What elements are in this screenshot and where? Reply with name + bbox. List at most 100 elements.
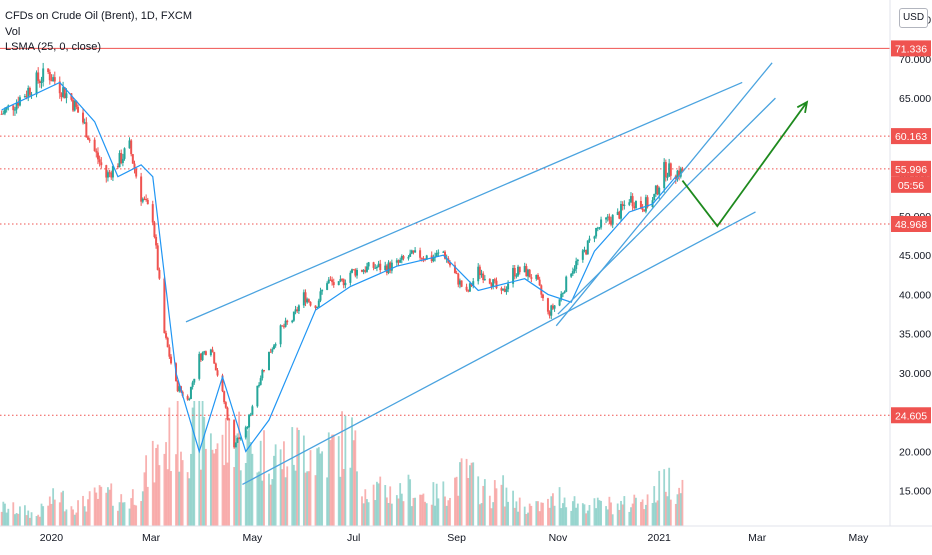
candle-body (395, 260, 398, 263)
volume-bar (274, 444, 277, 526)
volume-bar (608, 496, 611, 526)
volume-bar (178, 471, 181, 526)
volume-bar (98, 485, 101, 526)
candle-body (58, 81, 61, 94)
volume-bar (176, 401, 179, 526)
volume-bar (47, 505, 50, 526)
candle-body (583, 249, 586, 251)
candle-body (259, 378, 262, 385)
volume-bar (65, 509, 68, 526)
candle-body (425, 255, 428, 260)
volume-bar (420, 494, 423, 526)
volume-bar (377, 483, 380, 526)
x-tick-label: Sep (447, 532, 466, 544)
volume-bar (395, 495, 398, 526)
volume-bar (351, 417, 353, 526)
candle-body (560, 293, 563, 300)
candle-body (213, 352, 216, 364)
volume-bar (261, 480, 264, 526)
volume-bar (366, 499, 368, 526)
candle-body (332, 282, 335, 286)
volume-bar (435, 483, 438, 526)
volume-bar (414, 497, 417, 526)
candle-body (453, 265, 456, 274)
volume-bar (273, 455, 275, 526)
volume-bar (424, 501, 426, 526)
candle-body (98, 159, 101, 163)
volume-bar (465, 458, 468, 526)
candle-body (465, 286, 468, 291)
candle-body (548, 311, 551, 316)
symbol-title[interactable]: CFDs on Crude Oil (Brent), 1D, FXCM (5, 10, 193, 22)
trendline-drawings (185, 62, 809, 485)
candle-body (571, 271, 574, 274)
volume-bar (367, 502, 370, 526)
candle-body (541, 294, 544, 299)
candle-body (623, 204, 626, 206)
volume-bar (19, 506, 21, 526)
volume-bar (5, 512, 8, 526)
volume-bar (651, 502, 654, 526)
countdown-label-box (891, 176, 931, 193)
candle-body (256, 385, 259, 407)
channel-lower-line (242, 211, 756, 485)
candle-body (641, 208, 644, 211)
volume-bar (656, 500, 659, 526)
candle-body (331, 279, 334, 283)
candle-body (364, 270, 367, 272)
volume-bar (141, 491, 144, 526)
volume-bar (53, 499, 56, 526)
candle-body (518, 266, 521, 273)
candle-body (360, 269, 363, 272)
volume-indicator-label[interactable]: Vol (5, 25, 21, 38)
volume-bar (70, 506, 73, 526)
candle-body (553, 305, 556, 309)
volume-bar (570, 510, 573, 526)
volume-bar (146, 486, 149, 526)
candle-body (527, 269, 530, 277)
volume-bar (52, 488, 55, 526)
volume-bar (302, 435, 305, 526)
candle-body (314, 305, 317, 308)
x-tick-label: Mar (142, 532, 161, 544)
volume-bar (14, 514, 16, 526)
volume-bar (165, 442, 167, 526)
volume-bar (600, 500, 602, 526)
candle-body (317, 300, 320, 308)
candle-body (267, 351, 270, 371)
volume-bar (58, 502, 61, 526)
volume-bar (233, 467, 236, 526)
volume-bar (4, 503, 6, 526)
candle-body (307, 299, 310, 302)
candle-body (525, 266, 528, 277)
candle-body (455, 273, 458, 275)
candle-body (191, 382, 194, 387)
volume-bar (284, 477, 287, 526)
volume-bar (658, 470, 661, 526)
volume-bar (643, 509, 646, 526)
candle-body (397, 260, 400, 263)
x-tick-label: 2020 (40, 532, 64, 544)
x-tick-label: Nov (549, 532, 568, 544)
candle-body (575, 261, 578, 270)
candle-body (209, 349, 212, 356)
volume-bar (623, 496, 626, 526)
volume-bar (112, 505, 114, 526)
candle-body (523, 266, 526, 273)
volume-bar (30, 512, 33, 526)
candle-body (480, 273, 483, 276)
candle-body (337, 281, 340, 286)
lsma-line (1, 81, 677, 454)
volume-bar (669, 499, 672, 526)
candle-body (407, 256, 410, 259)
candle-body (244, 427, 247, 438)
currency-button[interactable]: USD (899, 8, 928, 28)
candle-body (238, 438, 241, 440)
volume-bar (286, 466, 289, 526)
volume-bar (200, 469, 202, 526)
volume-bar (654, 502, 657, 526)
volume-bar (467, 478, 470, 526)
lsma-indicator-label[interactable]: LSMA (25, 0, close) (5, 41, 101, 53)
